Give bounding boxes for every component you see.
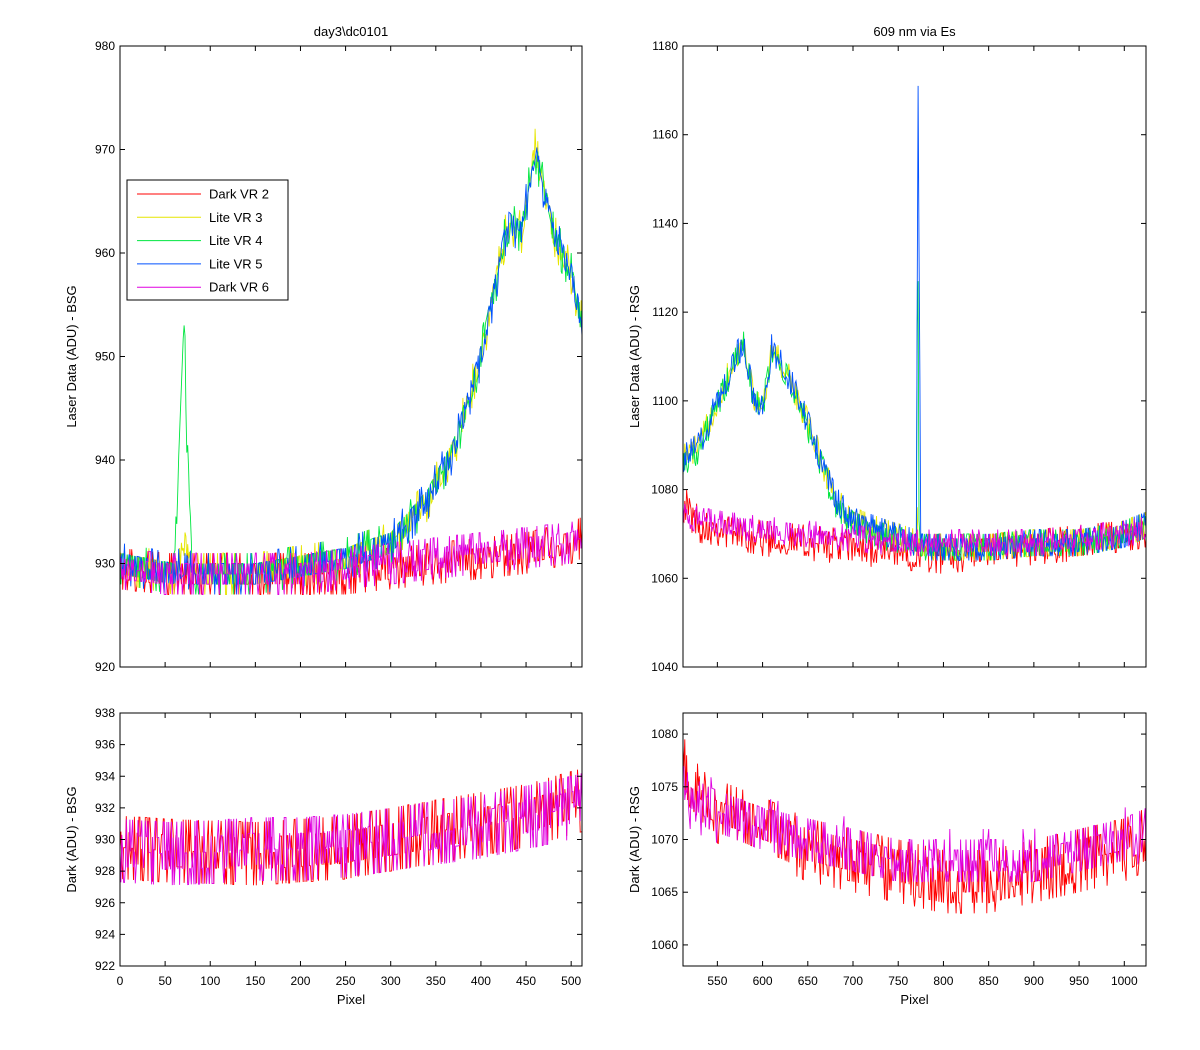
y-tick-label: 1080 [651, 483, 678, 497]
x-tick-label: 800 [933, 974, 953, 988]
y-tick-label: 1100 [652, 394, 678, 408]
y-tick-label: 934 [95, 769, 115, 783]
axes-frame [682, 45, 1147, 668]
series-group [683, 739, 1146, 914]
y-tick-label: 940 [95, 453, 115, 467]
x-tick-label: 500 [561, 974, 581, 988]
series-group [683, 85, 1146, 574]
y-tick-label: 936 [95, 738, 115, 752]
legend-entry: Lite VR 5 [209, 256, 262, 271]
y-tick-label: 1160 [652, 128, 678, 142]
chart-bottom-left: 0 50 100 150 200 250 300 350 400 450 500 922 924 926 9… [64, 706, 583, 1007]
series-line-lite-vr-5 [120, 147, 582, 595]
x-tick-label: 50 [158, 974, 172, 988]
series-group [120, 769, 582, 886]
y-tick-label: 922 [95, 959, 115, 973]
y-tick-label: 960 [95, 246, 115, 260]
y-tick-label: 1120 [652, 305, 678, 319]
x-tick-label: 250 [336, 974, 356, 988]
y-tick-label: 1060 [651, 571, 678, 585]
x-tick-label: 750 [888, 974, 908, 988]
y-tick-label: 1080 [651, 727, 678, 741]
x-tick-label: 200 [290, 974, 310, 988]
y-axis-label: Laser Data (ADU) - RSG [627, 285, 642, 428]
y-axis-label: Laser Data (ADU) - BSG [64, 285, 79, 427]
plot-area [683, 46, 1146, 667]
legend: Dark VR 2 Lite VR 3 Lite VR 4 Lite VR 5 Dark… [126, 179, 289, 301]
x-tick-label: 300 [381, 974, 401, 988]
y-tick-label: 980 [95, 39, 115, 53]
y-tick-label: 920 [95, 660, 115, 674]
series-group [120, 128, 582, 595]
series-line-dark-vr-6 [120, 521, 582, 595]
legend-entry: Lite VR 3 [209, 210, 262, 225]
x-tick-label: 900 [1024, 974, 1044, 988]
y-tick-label: 1075 [651, 780, 678, 794]
y-tick-label: 1070 [651, 833, 678, 847]
x-tick-label: 850 [979, 974, 999, 988]
x-tick-label: 400 [471, 974, 491, 988]
chart-bottom-right: 550 600 650 700 750 800 850 900 950 1000 1060 1065 1… [627, 712, 1147, 1007]
y-tick-label: 950 [95, 350, 115, 364]
x-tick-label: 100 [200, 974, 220, 988]
x-tick-label: 550 [707, 974, 727, 988]
series-line-dark-vr-6 [120, 773, 582, 886]
x-tick-label: 650 [798, 974, 818, 988]
legend-entry: Dark VR 2 [209, 187, 269, 202]
legend-entry: Lite VR 4 [209, 233, 262, 248]
x-tick-label: 0 [117, 974, 124, 988]
y-tick-label: 932 [95, 801, 115, 815]
x-tick-label: 450 [516, 974, 536, 988]
chart-top-left: 920 930 940 950 960 970 980 day3\dc0101 Laser Da… [64, 24, 583, 674]
plot-area [683, 713, 1146, 966]
series-line-dark-vr-6 [683, 503, 1146, 557]
series-line-dark-vr-2 [120, 769, 582, 886]
y-tick-label: 1065 [651, 885, 678, 899]
y-tick-label: 924 [95, 927, 115, 941]
legend-entry: Dark VR 6 [209, 280, 269, 295]
y-tick-label: 926 [95, 896, 115, 910]
x-tick-label: 350 [426, 974, 446, 988]
x-tick-label: 950 [1069, 974, 1089, 988]
x-tick-label: 150 [245, 974, 265, 988]
x-tick-label: 1000 [1111, 974, 1138, 988]
y-tick-label: 1040 [651, 660, 678, 674]
y-tick-label: 970 [95, 143, 115, 157]
chart-title: day3\dc0101 [314, 24, 388, 39]
y-tick-label: 938 [95, 706, 115, 720]
y-axis-label: Dark (ADU) - RSG [627, 786, 642, 893]
y-tick-label: 1060 [651, 938, 678, 952]
y-tick-label: 930 [95, 557, 115, 571]
y-axis-label: Dark (ADU) - BSG [64, 786, 79, 892]
y-tick-label: 930 [95, 833, 115, 847]
x-tick-label: 600 [753, 974, 773, 988]
series-line-dark-vr-6 [683, 765, 1146, 893]
chart-title: 609 nm via Es [873, 24, 956, 39]
x-axis-label: Pixel [900, 992, 928, 1007]
chart-top-right: 1040 1060 1080 1100 1120 1140 1160 1180 609 nm v… [627, 24, 1147, 674]
legend-box [126, 179, 289, 301]
y-tick-label: 1140 [652, 216, 678, 230]
x-tick-label: 700 [843, 974, 863, 988]
y-tick-label: 928 [95, 864, 115, 878]
x-axis-label: Pixel [337, 992, 365, 1007]
y-tick-label: 1180 [652, 39, 678, 53]
